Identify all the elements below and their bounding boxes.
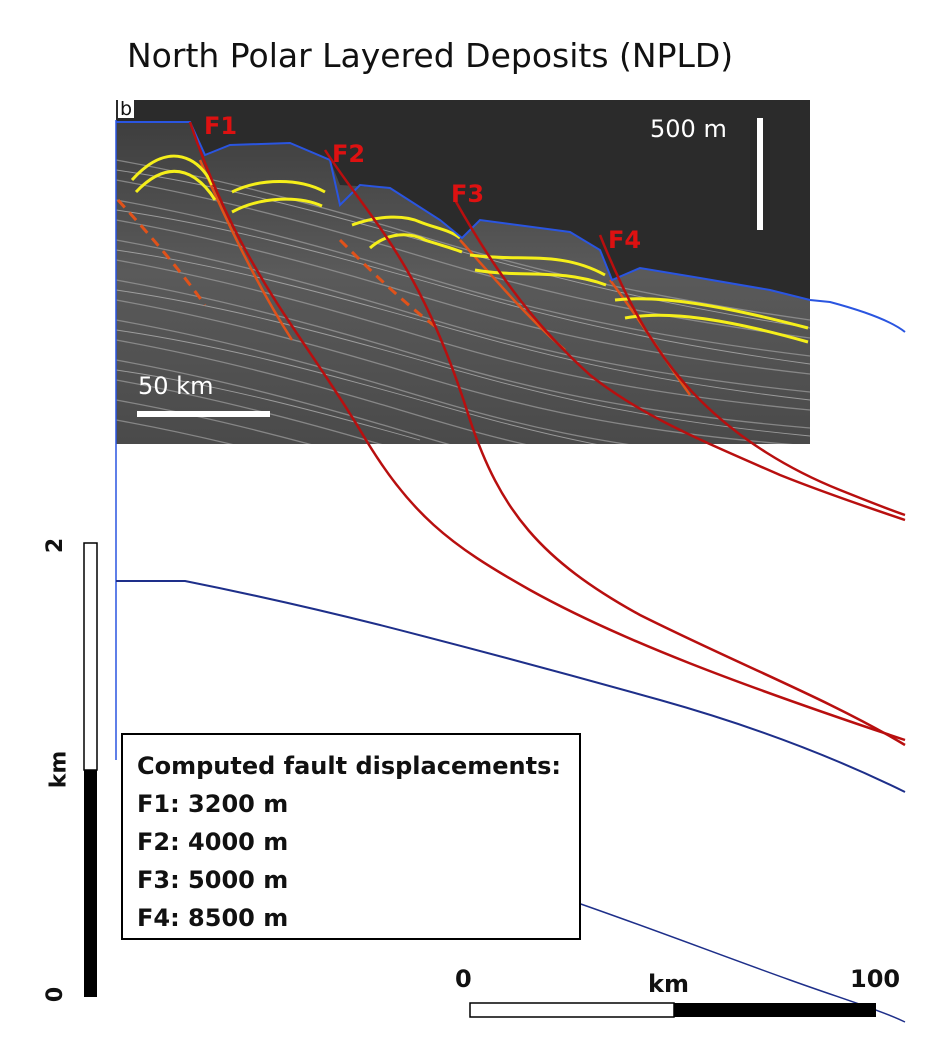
fault-label-f4: F4 [608, 226, 642, 254]
legend-line-f4: F4: 8500 m [137, 904, 289, 932]
legend-heading: Computed fault displacements: [137, 752, 561, 780]
yellow-layer-1b [134, 169, 217, 201]
vertical-scale-bar-image [757, 118, 763, 230]
displacement-legend: Computed fault displacements: F1: 3200 m… [121, 733, 581, 940]
fault-label-f3: F3 [451, 180, 485, 208]
vertical-scale-bottom-label: 0 [43, 986, 69, 1003]
yellow-layer-4a [469, 253, 606, 277]
horizontal-scale-bar-image [137, 411, 270, 417]
horizontal-scale-left-label: 0 [455, 965, 472, 993]
yellow-layer-1a [130, 154, 214, 186]
vertical-scale-top-label: 2 [43, 537, 69, 554]
yellow-layer-2a [231, 180, 326, 194]
legend-line-f3: F3: 5000 m [137, 866, 289, 894]
observed-surface-line [116, 121, 906, 333]
horizontal-scale-unit-label: km [648, 970, 689, 998]
dashed-fault-trace-1 [116, 198, 207, 306]
horizontal-scale-right-label: 100 [850, 965, 901, 993]
panel-label: b [118, 98, 135, 120]
fault-f1-line [188, 121, 906, 742]
yellow-layer-4b [474, 268, 607, 287]
km-vertical-scale-black [84, 770, 97, 997]
fault-label-f2: F2 [332, 140, 366, 168]
model-surface-line [116, 580, 906, 793]
legend-line-f1: F1: 3200 m [137, 790, 289, 818]
figure-title: North Polar Layered Deposits (NPLD) [127, 36, 734, 75]
image-vertical-scale-label: 500 m [650, 115, 727, 143]
km-vertical-scale-white [83, 542, 98, 771]
vertical-scale-unit-label: km [46, 750, 72, 789]
fault-f3-line [453, 199, 906, 522]
yellow-layer-5b [624, 313, 809, 344]
yellow-layer-5a [614, 297, 809, 330]
radargram-layers [116, 100, 810, 444]
fault-label-f1: F1 [204, 112, 238, 140]
yellow-layer-2b [231, 197, 323, 214]
fault-f4-line [598, 234, 906, 517]
legend-line-f2: F2: 4000 m [137, 828, 289, 856]
fault-f2-line [323, 149, 906, 747]
radargram-sky [116, 100, 810, 300]
km-horizontal-scale-black [674, 1003, 876, 1017]
km-horizontal-scale-white [469, 1002, 675, 1018]
image-horizontal-scale-label: 50 km [138, 372, 214, 400]
